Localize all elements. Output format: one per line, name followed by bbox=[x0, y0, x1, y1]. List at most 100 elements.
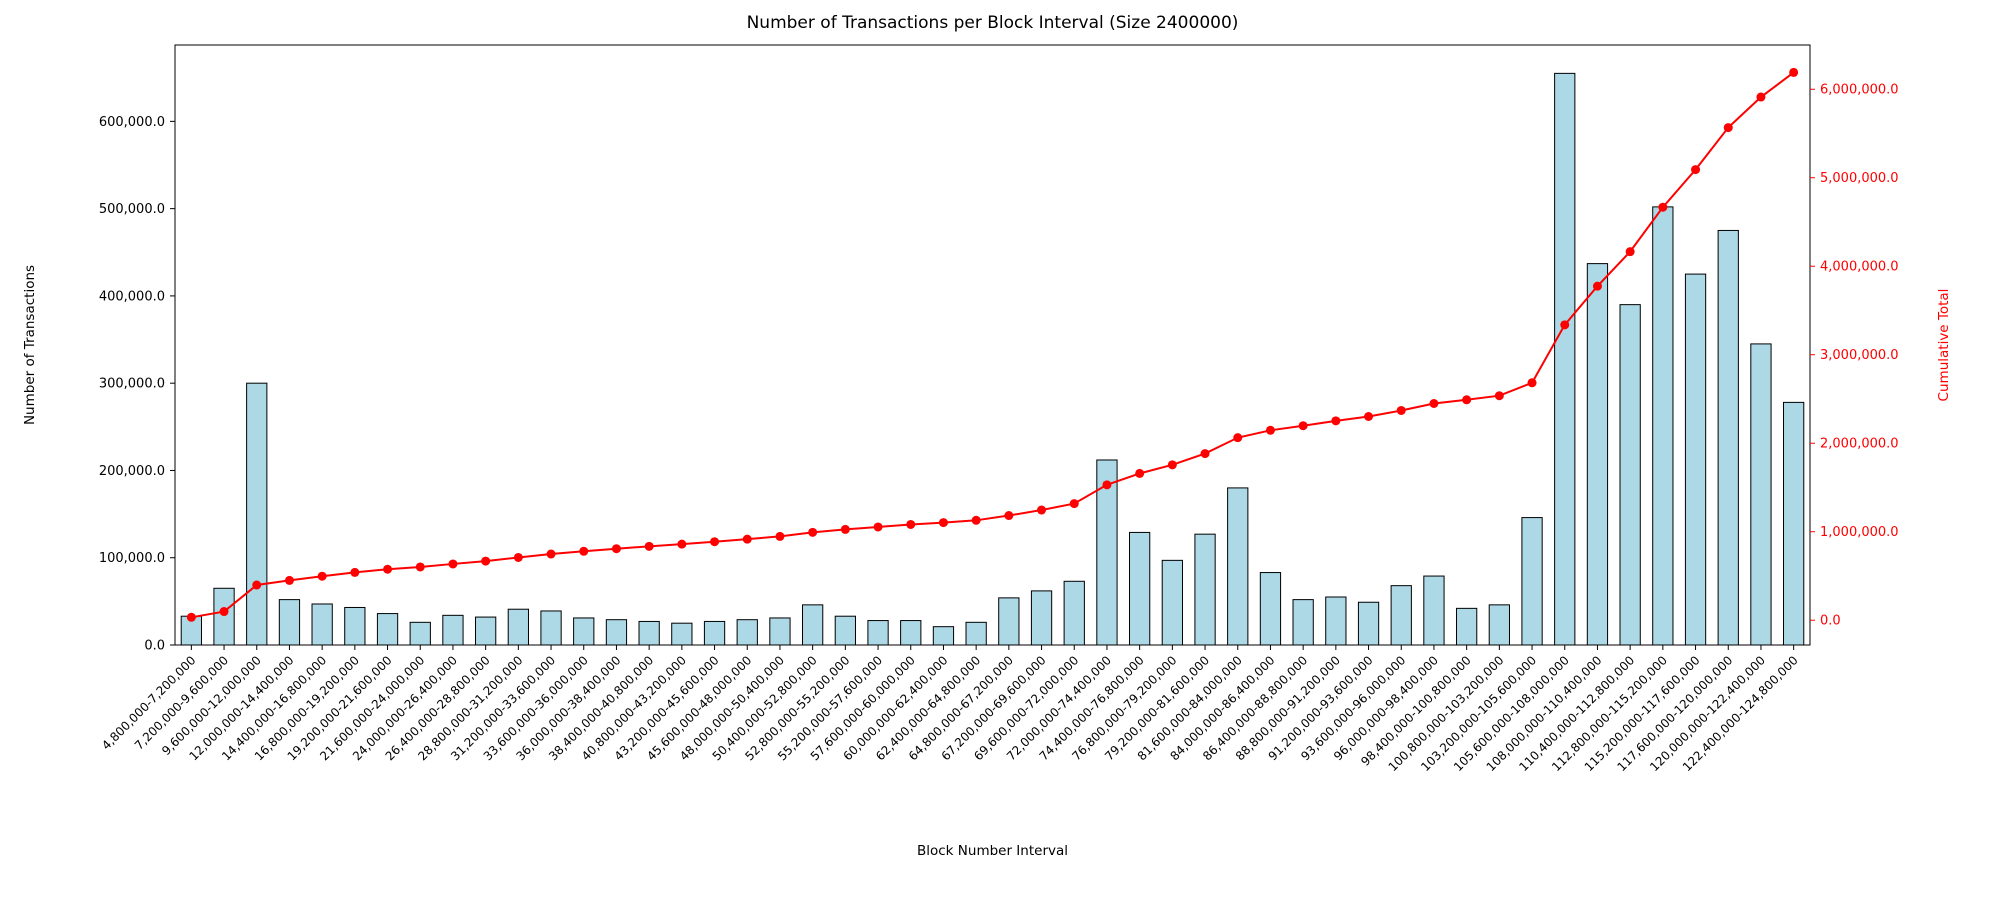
cumulative-marker bbox=[1200, 449, 1210, 459]
bar bbox=[965, 621, 987, 646]
bar bbox=[1227, 487, 1249, 646]
cumulative-marker bbox=[1396, 405, 1406, 415]
y-tick-label: 500,000.0 bbox=[99, 202, 165, 217]
bar bbox=[1619, 304, 1641, 646]
y-tick-label-right: 1,000,000.0 bbox=[1820, 525, 1899, 540]
bar bbox=[1292, 599, 1314, 646]
bar bbox=[1423, 575, 1445, 646]
bar bbox=[573, 617, 595, 646]
bar bbox=[736, 619, 758, 646]
cumulative-marker bbox=[186, 612, 196, 622]
cumulative-marker bbox=[1364, 412, 1374, 421]
bar bbox=[1194, 533, 1216, 646]
bar bbox=[900, 620, 922, 646]
cumulative-marker bbox=[1037, 505, 1047, 515]
x-axis-title: Block Number Interval bbox=[917, 843, 1068, 859]
cumulative-marker bbox=[383, 564, 393, 574]
bar bbox=[1554, 72, 1576, 646]
bar bbox=[1783, 401, 1805, 646]
y-axis-title: Number of Transactions bbox=[22, 265, 38, 425]
cumulative-marker bbox=[938, 518, 948, 528]
cumulative-marker bbox=[1691, 165, 1701, 175]
cumulative-marker bbox=[448, 559, 458, 569]
cumulative-marker bbox=[1527, 378, 1537, 388]
cumulative-line bbox=[191, 71, 1795, 619]
bar bbox=[475, 616, 497, 646]
cumulative-marker bbox=[1625, 247, 1635, 257]
bar bbox=[376, 613, 399, 646]
cumulative-marker bbox=[775, 531, 785, 541]
bar bbox=[246, 382, 268, 646]
cumulative-marker bbox=[513, 552, 523, 562]
cumulative-marker bbox=[742, 534, 752, 544]
cumulative-marker bbox=[1004, 511, 1014, 521]
cumulative-marker bbox=[1069, 499, 1079, 509]
bar bbox=[671, 622, 693, 646]
y-tick-label: 100,000.0 bbox=[99, 551, 165, 566]
cumulative-marker bbox=[284, 575, 294, 585]
cumulative-marker bbox=[971, 515, 981, 525]
bar bbox=[802, 604, 824, 646]
bar bbox=[834, 615, 856, 646]
bars-group bbox=[180, 72, 1805, 646]
cumulative-marker bbox=[873, 522, 883, 532]
y-tick-label-right: 0.0 bbox=[1820, 614, 1841, 629]
cumulative-marker bbox=[1658, 202, 1668, 212]
bar bbox=[1161, 559, 1183, 646]
y-tick-label-right: 4,000,000.0 bbox=[1820, 260, 1899, 275]
bar bbox=[932, 626, 955, 646]
cumulative-marker bbox=[579, 546, 589, 556]
bar bbox=[344, 606, 366, 646]
bar bbox=[638, 620, 660, 646]
bar bbox=[1390, 585, 1412, 646]
y-tick-label: 200,000.0 bbox=[99, 464, 165, 479]
y-axis-left: 0.0 100,000.0 200,000.0 300,000.0 400,000.0 5… bbox=[22, 115, 175, 654]
cumulative-marker bbox=[808, 527, 818, 537]
bar bbox=[1325, 596, 1347, 646]
bar bbox=[278, 599, 301, 646]
cumulative-marker bbox=[1331, 416, 1341, 426]
cumulative-marker bbox=[1429, 399, 1439, 408]
bar bbox=[703, 620, 726, 646]
y-axis-right: 0.0 1,000,000.0 2,000,000.0 3,000,000.0 4,00… bbox=[1810, 83, 1952, 629]
cumulative-marker bbox=[611, 544, 621, 554]
bar bbox=[311, 603, 333, 646]
y-tick-label-right: 3,000,000.0 bbox=[1820, 348, 1899, 363]
y-tick-label: 300,000.0 bbox=[99, 377, 165, 392]
cumulative-marker bbox=[317, 571, 327, 581]
bar bbox=[1652, 206, 1674, 646]
bar bbox=[1488, 604, 1510, 646]
cumulative-marker bbox=[710, 537, 720, 547]
y-tick-label-right: 6,000,000.0 bbox=[1820, 83, 1899, 98]
cumulative-marker bbox=[1592, 281, 1602, 291]
cumulative-marker bbox=[546, 549, 556, 559]
cumulative-marker bbox=[1560, 320, 1570, 330]
cumulative-marker bbox=[1789, 67, 1799, 77]
cumulative-marker bbox=[1233, 433, 1243, 443]
cumulative-marker bbox=[1756, 92, 1766, 102]
cumulative-marker bbox=[1723, 123, 1733, 133]
bar bbox=[1521, 517, 1543, 646]
cumulative-marker bbox=[252, 580, 262, 590]
bar bbox=[1129, 531, 1151, 646]
y-tick-label: 400,000.0 bbox=[99, 289, 165, 304]
cumulative-line-group bbox=[186, 67, 1799, 622]
cumulative-marker bbox=[415, 562, 425, 572]
y-tick-label-right: 5,000,000.0 bbox=[1820, 171, 1899, 186]
bar bbox=[1456, 607, 1478, 646]
bar bbox=[1063, 580, 1085, 646]
cumulative-marker bbox=[1265, 425, 1275, 435]
cumulative-marker bbox=[1494, 391, 1504, 401]
y-tick-label-right: 2,000,000.0 bbox=[1820, 437, 1899, 452]
bar bbox=[442, 614, 464, 646]
bar bbox=[213, 587, 235, 646]
y-tick-label: 600,000.0 bbox=[99, 115, 165, 130]
x-axis: 4,800,000-7,200,0007,200,000-9,600,0009,… bbox=[99, 645, 1801, 859]
bar bbox=[998, 597, 1020, 646]
bar bbox=[1717, 229, 1739, 646]
bar bbox=[1259, 572, 1282, 646]
cumulative-marker bbox=[350, 567, 360, 577]
bar bbox=[605, 619, 628, 646]
